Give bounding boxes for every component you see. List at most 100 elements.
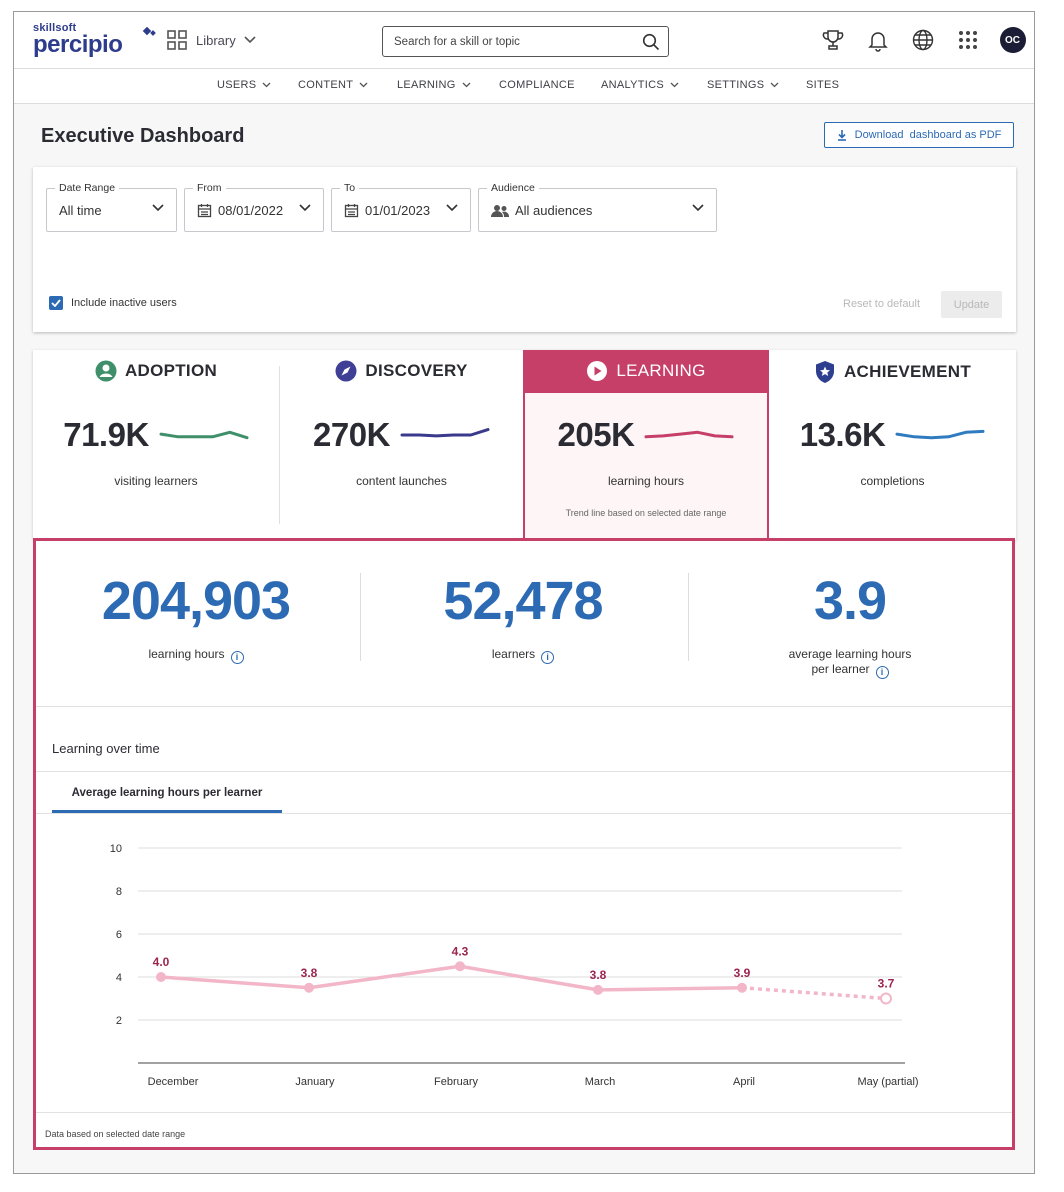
tab-adoption[interactable]: ADOPTION 71.9K visiting learners: [33, 350, 279, 540]
search-icon[interactable]: [642, 33, 660, 51]
y-tick-label: 4: [116, 972, 122, 984]
from-label: From: [193, 182, 226, 194]
calendar-icon: [197, 204, 212, 218]
nav-settings[interactable]: SETTINGS: [707, 79, 779, 91]
stat-average-hours-value: 3.9: [813, 571, 887, 631]
nav-learning[interactable]: LEARNING: [397, 79, 471, 91]
include-inactive-label: Include inactive users: [71, 297, 177, 309]
from-date-field[interactable]: From 08/01/2022: [184, 182, 324, 232]
tab-learning[interactable]: LEARNING 205K learning hours Trend line …: [523, 350, 769, 540]
learning-stats: 204,903 learning hours i 52,478 learners i…: [36, 541, 1012, 707]
user-avatar[interactable]: OC: [990, 27, 1034, 53]
chevron-down-icon: [299, 204, 311, 212]
audience-value: All audiences: [515, 203, 593, 218]
data-point[interactable]: [593, 984, 603, 995]
library-menu[interactable]: Library: [166, 29, 256, 51]
chevron-down-icon: [670, 82, 679, 88]
apps-grid-icon[interactable]: [945, 29, 990, 51]
data-point[interactable]: [455, 961, 465, 972]
nav-analytics[interactable]: ANALYTICS: [601, 79, 679, 91]
data-point[interactable]: [304, 982, 314, 993]
tab-achievement-label: completions: [860, 474, 925, 488]
nav-users-label: USERS: [217, 79, 257, 91]
search-input[interactable]: [383, 27, 623, 56]
data-point[interactable]: [156, 972, 166, 982]
bell-icon[interactable]: [855, 28, 900, 52]
nav-analytics-label: ANALYTICS: [601, 79, 665, 91]
achievement-trend-line: [895, 429, 985, 440]
include-inactive-checkbox[interactable]: Include inactive users: [49, 296, 177, 310]
stat-learning-hours-label: learning hours: [148, 647, 225, 661]
shield-star-icon: [815, 361, 834, 383]
nav-content-label: CONTENT: [298, 79, 354, 91]
update-button[interactable]: Update: [941, 291, 1002, 318]
x-tick-label: December: [148, 1076, 199, 1088]
users-group-icon: [491, 204, 509, 217]
nav-settings-label: SETTINGS: [707, 79, 765, 91]
chevron-down-icon: [262, 82, 271, 88]
library-label: Library: [196, 32, 236, 48]
to-date-field[interactable]: To 01/01/2023: [331, 182, 471, 232]
trend-line: [644, 430, 734, 439]
nav-users[interactable]: USERS: [217, 79, 271, 91]
from-date-value: 08/01/2022: [218, 203, 284, 218]
data-point[interactable]: [737, 982, 747, 993]
tab-discovery-title: DISCOVERY: [365, 361, 468, 380]
learning-over-time-title: Learning over time: [52, 741, 160, 756]
stat-learners-value: 52,478: [443, 571, 603, 631]
nav-compliance[interactable]: COMPLIANCE: [499, 79, 575, 91]
search-box[interactable]: [382, 26, 669, 57]
user-circle-icon: [95, 360, 117, 382]
page-title: Executive Dashboard: [41, 125, 245, 147]
nav-learning-label: LEARNING: [397, 79, 456, 91]
data-point[interactable]: [880, 992, 892, 1005]
chevron-down-icon: [359, 82, 368, 88]
reset-to-default-link[interactable]: Reset to default: [843, 298, 921, 310]
data-label: 4.3: [452, 944, 469, 958]
checkbox-checked-icon[interactable]: [49, 296, 63, 310]
y-tick-label: 6: [116, 929, 122, 941]
compass-icon: [335, 360, 357, 382]
stat-learning-hours-value: 204,903: [101, 571, 291, 631]
x-tick-label: March: [585, 1076, 616, 1088]
x-tick-label: April: [733, 1076, 755, 1088]
y-tick-label: 2: [116, 1015, 122, 1027]
header-icons: OC: [810, 27, 1034, 53]
discovery-trend-line: [400, 428, 490, 438]
app-window: skillsoft percipio Library: [13, 11, 1035, 1174]
learning-over-time-chart: 2 4 6 8 10 December January February March April M…: [110, 843, 919, 1088]
stat-learning-hours: 204,903 learning hours i: [36, 569, 356, 664]
kpi-tabs: ADOPTION 71.9K visiting learners DISCOVE…: [33, 350, 1016, 540]
chevron-down-icon: [770, 82, 779, 88]
date-range-select[interactable]: Date Range All time: [46, 182, 177, 232]
globe-icon[interactable]: [900, 28, 945, 52]
learning-detail-panel: 204,903 learning hours i 52,478 learners i…: [33, 538, 1015, 1150]
to-date-value: 01/01/2023: [365, 203, 431, 218]
info-icon[interactable]: i: [541, 651, 555, 664]
x-tick-label: May (partial): [857, 1076, 918, 1088]
series-line: [160, 964, 743, 992]
date-range-label: Date Range: [55, 182, 120, 194]
download-pdf-button[interactable]: Download dashboard as PDF: [824, 122, 1014, 148]
to-label: To: [340, 182, 360, 194]
tab-discovery[interactable]: DISCOVERY 270K content launches: [280, 350, 523, 540]
nav-compliance-label: COMPLIANCE: [499, 79, 575, 91]
tab-average-hours-per-learner[interactable]: Average learning hours per learner: [52, 787, 282, 813]
tab-learning-value: 205K: [557, 416, 635, 453]
filter-panel: Date Range All time From 08/01/2022 To 0…: [33, 167, 1016, 332]
info-icon[interactable]: i: [875, 666, 889, 679]
tab-achievement[interactable]: ACHIEVEMENT 13.6K completions: [769, 350, 1016, 540]
series-line-partial: [741, 986, 887, 1001]
nav-content[interactable]: CONTENT: [298, 79, 368, 91]
nav-sites[interactable]: SITES: [806, 79, 839, 91]
learning-over-time-card: Learning over time Average learning hour…: [36, 723, 1012, 1147]
adoption-trend-line: [159, 430, 249, 440]
audience-select[interactable]: Audience All audiences: [478, 182, 717, 232]
tab-adoption-title: ADOPTION: [124, 361, 218, 380]
download-icon: [837, 129, 846, 141]
info-icon[interactable]: i: [230, 651, 244, 664]
stat-average-hours-label: average learning hours: [788, 647, 912, 661]
trophy-icon[interactable]: [810, 28, 855, 52]
date-range-value: All time: [59, 203, 102, 218]
library-grid-icon: [167, 30, 187, 50]
